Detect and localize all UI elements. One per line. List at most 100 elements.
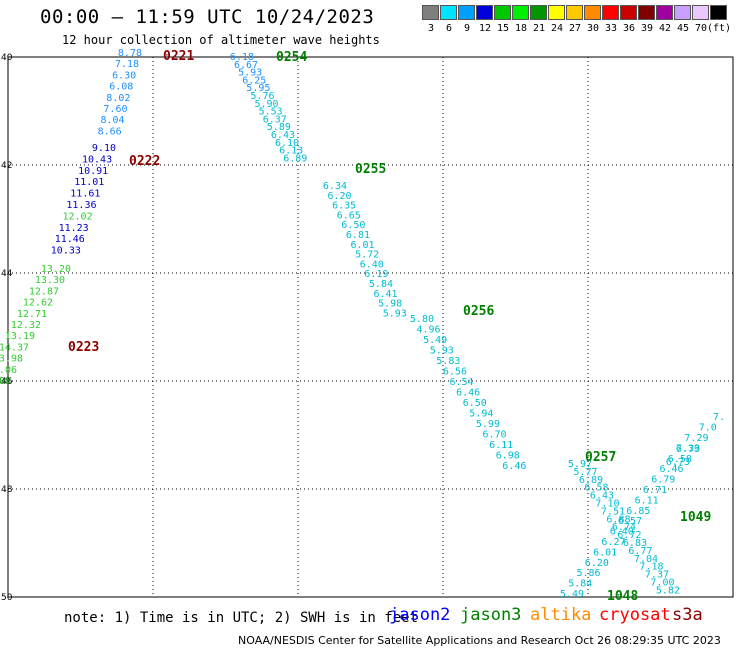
- scale-swatch: [548, 5, 565, 20]
- wave-height-label: 6.72: [617, 530, 641, 541]
- wave-height-label: 6.01: [351, 240, 375, 251]
- wave-height-label: 6.20: [328, 191, 352, 202]
- wave-height-label: 13.19: [5, 331, 35, 342]
- wave-height-label: 6.46: [660, 464, 684, 475]
- legend-item-s3a: s3a: [672, 605, 703, 625]
- scale-swatch: [620, 5, 637, 20]
- wave-height-label: 6.11: [489, 440, 513, 451]
- pass-time-label: 0223: [68, 340, 99, 355]
- wave-height-label: 5.49: [560, 589, 584, 600]
- note-text: note: 1) Time is in UTC; 2) SWH is in fe…: [64, 610, 419, 626]
- legend-item-jason3: jason3: [460, 605, 522, 625]
- scale-swatch: [710, 5, 727, 20]
- wave-height-label: 11.23: [59, 223, 89, 234]
- wave-height-label: 11.46: [55, 234, 85, 245]
- wave-height-label: 6.10: [275, 138, 299, 149]
- wave-height-label: 6.11: [635, 495, 659, 506]
- wave-height-label: 6.30: [112, 70, 136, 81]
- wave-height-label: 5.72: [355, 250, 379, 261]
- pass-time-label: 0256: [463, 304, 494, 319]
- wave-height-label: 15.08: [0, 376, 11, 387]
- wave-height-label: 11.36: [66, 200, 96, 211]
- wave-height-label: 5.83: [436, 356, 460, 367]
- scale-label: 42: [658, 23, 672, 34]
- scale-swatch: [458, 5, 475, 20]
- scale-label: 18: [514, 23, 528, 34]
- scale-swatch: [422, 5, 439, 20]
- scale-swatch: [656, 5, 673, 20]
- wave-height-label: 6.73: [666, 457, 690, 468]
- scale-label: 39: [640, 23, 654, 34]
- wave-height-label: 6.58: [668, 454, 692, 465]
- wave-height-label: 9.10: [92, 143, 116, 154]
- wave-height-label: 12.87: [29, 286, 59, 297]
- wave-height-label: 6.79: [676, 444, 700, 455]
- pass-time-label: 0221: [163, 49, 194, 64]
- scale-label: 24: [550, 23, 564, 34]
- wave-height-label: 7.18: [639, 562, 663, 573]
- legend-item-jason2: jason2: [389, 605, 451, 625]
- wave-height-label: 13.98: [0, 354, 23, 365]
- wave-height-label: 6.89: [579, 475, 603, 486]
- scale-swatch: [674, 5, 691, 20]
- wave-height-label: 8.78: [118, 48, 142, 59]
- wave-height-label: 6.40: [360, 259, 384, 270]
- scale-swatch: [512, 5, 529, 20]
- wave-height-label: 6.27: [601, 537, 625, 548]
- wave-height-label: 6.25: [242, 75, 266, 86]
- scale-label: 12: [478, 23, 492, 34]
- wave-height-label: 6.89: [283, 153, 307, 164]
- wave-height-label: 5.86: [577, 568, 601, 579]
- wave-height-label: 6.85: [626, 506, 650, 517]
- wave-height-label: 6.46: [502, 461, 526, 472]
- wave-height-label: 6.67: [234, 60, 258, 71]
- map-frame: [7, 56, 734, 598]
- scale-label: 36: [622, 23, 636, 34]
- wave-height-label: 6.98: [496, 451, 520, 462]
- wave-height-label: 6.74: [612, 522, 636, 533]
- wave-height-label: 6.79: [651, 475, 675, 486]
- wave-height-label: 5.84: [369, 279, 393, 290]
- wave-height-label: 7.33: [676, 443, 700, 454]
- wave-height-label: 6.77: [628, 546, 652, 557]
- wave-height-label: 10.43: [82, 154, 112, 165]
- scale-swatch: [476, 5, 493, 20]
- wave-height-label: 7.: [713, 412, 725, 423]
- wave-height-label: 6.83: [623, 538, 647, 549]
- scale-label: 33: [604, 23, 618, 34]
- wave-height-label: 10.33: [51, 246, 81, 257]
- legend-item-altika: altika: [530, 605, 592, 625]
- wave-height-label: 7.60: [103, 104, 127, 115]
- wave-height-label: 6.19: [364, 269, 388, 280]
- wave-height-label: 6.43: [590, 491, 614, 502]
- scale-swatch: [638, 5, 655, 20]
- wave-height-label: 5.93: [238, 68, 262, 79]
- wave-height-label: 6.70: [483, 430, 507, 441]
- altimeter-map: 1051081111141171204042444648508.787.186.…: [0, 48, 734, 604]
- footer-credit: NOAA/NESDIS Center for Satellite Applica…: [238, 634, 721, 647]
- scale-swatch: [584, 5, 601, 20]
- legend-item-cryosat: cryosat: [599, 605, 671, 625]
- latitude-tick-label: 48: [1, 485, 13, 495]
- scale-label: 3: [427, 23, 435, 34]
- latitude-tick-label: 46: [1, 377, 13, 387]
- wave-height-label: 6.34: [323, 181, 347, 192]
- wave-height-label: 7.04: [634, 554, 658, 565]
- wave-height-label: 6.13: [279, 146, 303, 157]
- map-title: 00:00 – 11:59 UTC 10/24/2023: [40, 6, 375, 28]
- wave-height-label: 7.51: [601, 506, 625, 517]
- wave-height-label: 7.29: [684, 433, 708, 444]
- wave-height-label: 6.08: [109, 82, 133, 93]
- wave-height-label: 5.94: [469, 409, 493, 420]
- scale-label: 70: [694, 23, 708, 34]
- wave-height-label: 5.89: [267, 122, 291, 133]
- wave-height-label: 5.90: [255, 99, 279, 110]
- scale-swatch: [692, 5, 709, 20]
- wave-height-label: 8.02: [106, 93, 130, 104]
- wave-height-label: 6.46: [456, 388, 480, 399]
- wave-height-label: 6.57: [618, 516, 642, 527]
- wave-height-label: 6.41: [374, 289, 398, 300]
- scale-swatch: [440, 5, 457, 20]
- wave-height-label: 12.02: [62, 211, 92, 222]
- wave-height-label: 6.56: [443, 367, 467, 378]
